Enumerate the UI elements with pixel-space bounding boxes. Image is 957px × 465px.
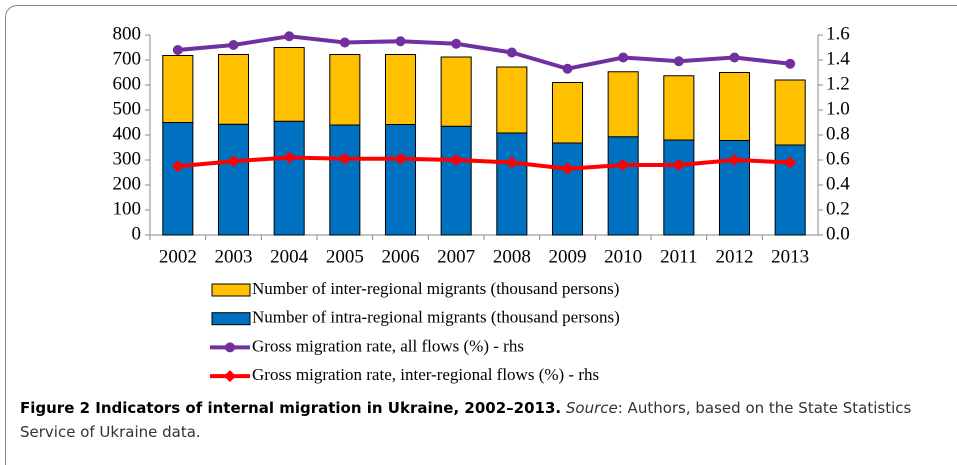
chart: 0 100 200 300 400 500 600 700 800 0.0 0.2 0.4 0.6 0.8… [113,23,851,384]
y2-tick-label: 0.2 [826,198,850,219]
point [394,152,407,165]
x-tick-label: 2003 [215,246,253,267]
line [177,34,791,71]
x-tick-label: 2002 [159,246,197,267]
point [450,154,463,166]
y2-tick-label: 1.2 [826,73,850,94]
bar [440,125,472,236]
bar [551,82,584,144]
bar [718,72,751,141]
point [672,159,685,171]
x-tick-label: 2012 [716,246,754,267]
point [505,156,518,169]
bar [496,66,528,134]
y-tick-label: 0 [132,223,142,244]
bar [273,120,305,236]
point [228,40,239,50]
legend-label: Number of inter-regional migrants (thous… [252,279,619,298]
y2-tick-label: 1.4 [826,48,850,69]
bar [273,47,305,122]
legend-label: Gross migration rate, all flows (%) - rh… [252,336,524,355]
x-tick-label: 2004 [270,246,309,267]
y-tick-label: 400 [113,123,142,144]
point [395,36,406,47]
point [618,52,629,63]
point [506,47,517,58]
bar [663,75,695,141]
point [617,159,630,171]
line [177,155,791,171]
point [339,37,350,48]
x-tick-label: 2006 [382,246,420,267]
point [728,154,741,166]
x-tick-label: 2011 [660,246,697,267]
bar [162,55,194,123]
point [283,151,296,164]
y-tick-label: 100 [113,198,142,219]
bar [217,54,250,125]
point [785,58,796,69]
bar [607,136,639,236]
point [673,56,684,67]
x-tick-label: 2013 [771,246,809,267]
caption-title: Figure 2 Indicators of internal migratio… [20,399,562,417]
legend-swatch [211,283,251,297]
bar [384,124,417,236]
x-tick-label: 2008 [493,246,531,267]
bar [329,54,361,126]
figure-frame [5,5,957,465]
y2-tick-label: 0.4 [826,173,850,194]
caption: Figure 2 Indicators of internal migratio… [20,396,940,444]
bar [162,122,194,236]
point [171,160,184,173]
point [227,155,240,168]
y2-tick-label: 1.0 [826,98,850,119]
x-tick-label: 2009 [549,246,587,267]
bar [774,79,806,146]
caption-source-label: Source [565,399,618,417]
y2-tick-label: 0.0 [826,223,850,244]
bar [607,71,639,138]
point [561,162,574,175]
caption-source-text: : Authors, based on the State Statistics… [20,399,912,441]
y-tick-label: 600 [113,73,142,94]
point [172,45,183,55]
y2-tick-label: 0.8 [826,123,850,144]
y-tick-label: 700 [113,48,142,69]
y2-tick-label: 1.6 [826,23,850,44]
y-tick-label: 500 [113,98,142,119]
bar [496,132,528,236]
bar [217,123,250,236]
page: 0 100 200 300 400 500 600 700 800 0.0 0.2 0.4 0.6 0.8… [5,5,957,465]
y2-tick-label: 0.6 [826,148,850,169]
bar [551,142,584,236]
bar [440,56,472,127]
legend-marker [225,342,235,353]
x-tick-label: 2010 [604,246,642,267]
point [562,63,573,74]
legend-label: Gross migration rate, inter-regional flo… [252,365,599,384]
x-tick-label: 2005 [326,246,364,267]
point [338,152,351,165]
y-tick-label: 800 [113,23,142,44]
point [284,31,295,42]
x-tick-label: 2007 [437,246,475,267]
point [451,38,462,49]
point [784,156,797,169]
y-tick-label: 300 [113,148,142,169]
legend-marker [224,370,236,383]
legend-label: Number of intra-regional migrants (thous… [252,308,620,327]
bar [329,124,361,236]
legend-swatch [211,312,251,326]
y-tick-label: 200 [113,173,142,194]
bar [663,139,695,236]
point [729,52,740,63]
bar [384,54,417,125]
